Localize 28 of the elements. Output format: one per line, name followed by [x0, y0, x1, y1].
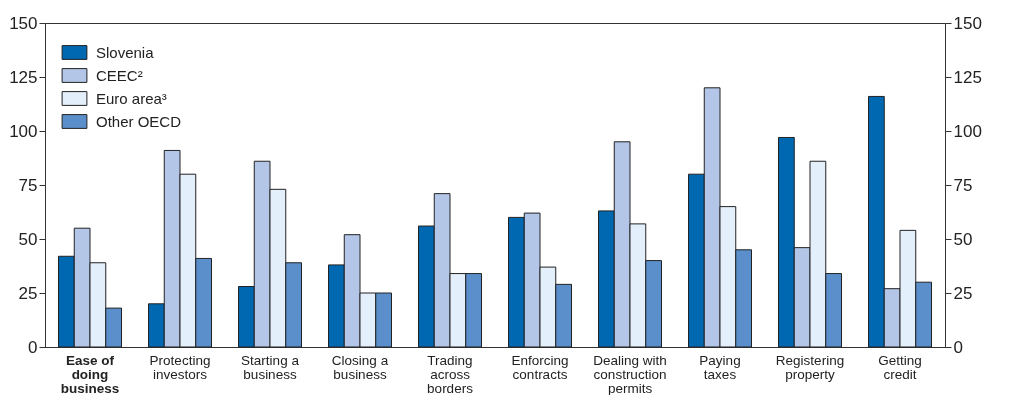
legend-label: CEEC² [96, 66, 143, 84]
y2-tick-label: 100 [953, 121, 982, 141]
y-tick-label: 150 [9, 13, 38, 33]
y-tick-label: 50 [18, 229, 38, 249]
y-tick-label: 75 [18, 175, 38, 195]
x-tick-label: Paying taxes [699, 352, 741, 382]
y-tick-label: 0 [28, 337, 38, 357]
y2-tick-label: 125 [953, 67, 982, 87]
legend-label: Euro area³ [96, 89, 167, 107]
y-tick-label: 25 [18, 283, 38, 303]
x-tick-label: Enforcing contracts [511, 352, 569, 382]
y2-tick-label: 25 [953, 283, 973, 303]
x-tick-label: Starting a business [241, 352, 300, 382]
x-tick-label: Protecting investors [149, 352, 211, 382]
y-tick-label: 100 [9, 121, 38, 141]
legend-label: Other OECD [96, 112, 182, 130]
x-tick-label: Closing a business [331, 352, 389, 382]
x-tick-label: Trading across borders [427, 352, 474, 396]
x-tick-label: Registering property [775, 352, 845, 382]
y2-tick-label: 50 [953, 229, 973, 249]
x-tick-label: Getting credit [878, 352, 922, 382]
y-tick-label: 125 [9, 67, 38, 87]
x-tick-label: Dealing with construction permits [593, 352, 667, 396]
legend-label: Slovenia [96, 43, 155, 61]
x-tick-label: Ease of doing business [60, 352, 120, 396]
y2-tick-label: 0 [953, 337, 963, 357]
y2-tick-label: 150 [953, 13, 982, 33]
y2-tick-label: 75 [953, 175, 973, 195]
